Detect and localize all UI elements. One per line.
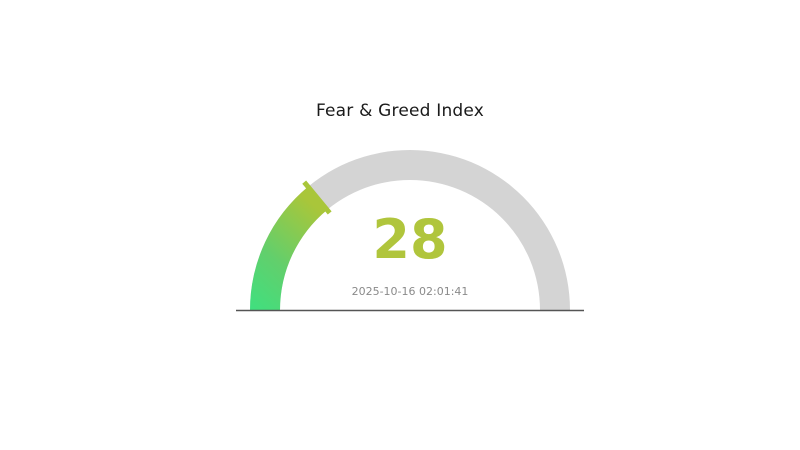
gauge-svg bbox=[236, 150, 584, 312]
gauge-value-readout: 28 bbox=[372, 208, 448, 271]
gauge-track-arc bbox=[250, 150, 570, 310]
gauge-chart bbox=[230, 140, 590, 320]
value-tick-marker-icon bbox=[302, 180, 332, 215]
gauge-timestamp: 2025-10-16 02:01:41 bbox=[351, 285, 469, 298]
page-title: Fear & Greed Index bbox=[315, 101, 485, 121]
gauge-value-arc bbox=[250, 186, 328, 310]
